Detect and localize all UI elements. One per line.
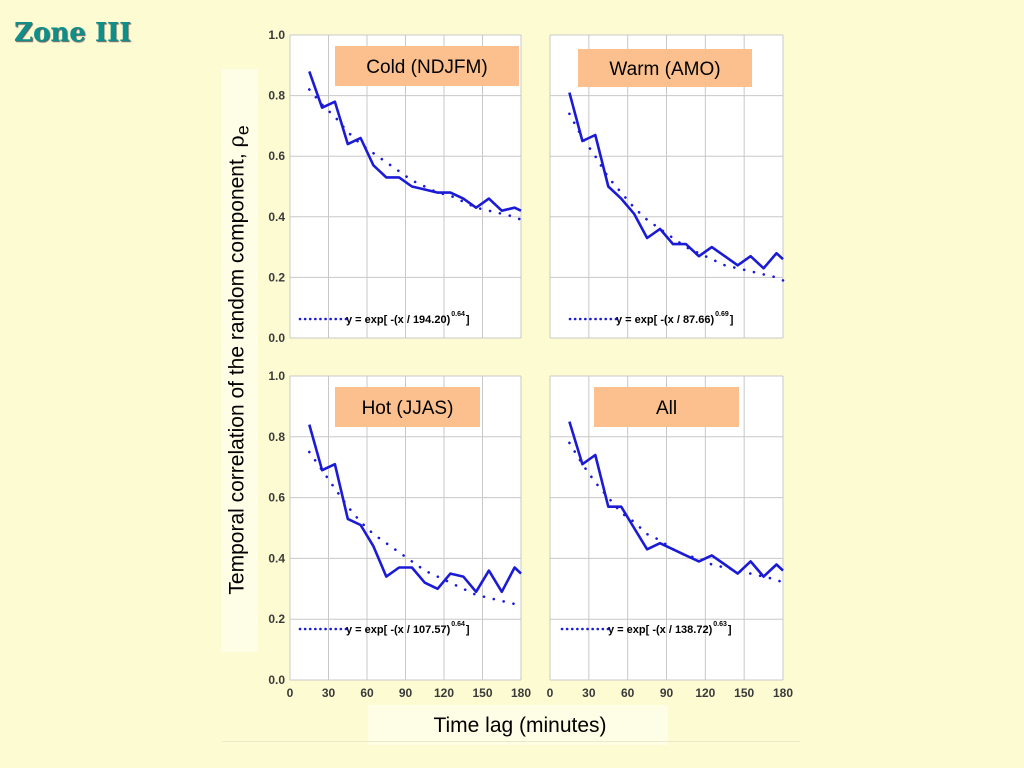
x-tick-label: 180 bbox=[511, 686, 531, 700]
panel-label: Hot (JJAS) bbox=[362, 398, 454, 419]
series-line-observed bbox=[308, 70, 522, 212]
panel-label: Warm (AMO) bbox=[609, 59, 720, 80]
series-line-observed bbox=[568, 92, 784, 270]
x-tick-label: 120 bbox=[434, 686, 454, 700]
x-tick-label: 180 bbox=[773, 686, 793, 700]
panel-label: Cold (NDJFM) bbox=[366, 57, 487, 78]
legend-exponent: 0.69 bbox=[715, 311, 729, 318]
slide-title: Zone III bbox=[14, 18, 132, 48]
y-tick-label: 0.2 bbox=[268, 612, 285, 626]
x-tick-label: 0 bbox=[547, 686, 554, 700]
legend-equation: y = exp[ -(x / 87.66) bbox=[616, 314, 714, 326]
y-tick-label: 1.0 bbox=[268, 369, 285, 383]
legend-close-bracket: ] bbox=[466, 314, 470, 326]
x-tick-label: 60 bbox=[360, 686, 374, 700]
x-tick-label: 90 bbox=[660, 686, 674, 700]
x-tick-label: 30 bbox=[582, 686, 596, 700]
panel-label-box bbox=[335, 387, 480, 427]
legend-equation: y = exp[ -(x / 194.20) bbox=[346, 314, 451, 326]
y-tick-label: 1.0 bbox=[268, 28, 285, 42]
x-axis-label: Time lag (minutes) bbox=[433, 714, 607, 737]
y-tick-label: 0.8 bbox=[268, 89, 285, 103]
legend-equation: y = exp[ -(x / 107.57) bbox=[346, 624, 451, 636]
legend-exponent: 0.63 bbox=[713, 621, 727, 628]
y-tick-label: 0.6 bbox=[268, 149, 285, 163]
series-line-fitted bbox=[568, 112, 785, 282]
x-axis-label-background bbox=[368, 705, 668, 745]
y-tick-label: 0.6 bbox=[268, 491, 285, 505]
y-axis-label-background bbox=[221, 69, 258, 652]
series-line-observed bbox=[568, 421, 784, 578]
x-tick-label: 150 bbox=[472, 686, 492, 700]
x-tick-label: 30 bbox=[322, 686, 336, 700]
series-line-fitted bbox=[307, 88, 523, 222]
legend-close-bracket: ] bbox=[730, 314, 734, 326]
x-tick-label: 0 bbox=[287, 686, 294, 700]
panel-label-box bbox=[335, 46, 519, 86]
y-tick-label: 0.0 bbox=[268, 331, 285, 345]
x-tick-label: 90 bbox=[399, 686, 413, 700]
series-line-observed bbox=[308, 424, 522, 594]
x-tick-label: 60 bbox=[621, 686, 635, 700]
legend-close-bracket: ] bbox=[728, 624, 732, 636]
y-tick-label: 0.4 bbox=[268, 210, 285, 224]
chart-panel-1: 0.0 0.2 0.4 0.6 0.8 1.0 y = exp[ -(x / 194.20)… bbox=[268, 28, 523, 345]
legend-close-bracket: ] bbox=[466, 624, 470, 636]
legend-exponent: 0.64 bbox=[451, 621, 465, 628]
y-tick-label: 0.4 bbox=[268, 551, 285, 565]
chart-panel-3: 0.0 0.2 0.4 0.6 0.8 1.0 0 30 60 90 120 150 180 y = ex… bbox=[268, 369, 531, 700]
panel-label: All bbox=[656, 398, 677, 419]
y-tick-label: 0.8 bbox=[268, 430, 285, 444]
panel-label-box bbox=[578, 49, 752, 87]
panel-label-box bbox=[594, 387, 739, 427]
chart-panel-2: y = exp[ -(x / 87.66) 0.69 ] Warm (AMO) bbox=[549, 34, 785, 339]
y-tick-label: 0.2 bbox=[268, 270, 285, 284]
footer-divider bbox=[222, 741, 800, 742]
legend-exponent: 0.64 bbox=[451, 311, 465, 318]
chart-panel-4: 0 30 60 90 120 150 180 y = exp[ -(x / 138.72) 0.… bbox=[547, 375, 793, 700]
y-tick-label: 0.0 bbox=[268, 673, 285, 687]
x-tick-label: 120 bbox=[695, 686, 715, 700]
legend-equation: y = exp[ -(x / 138.72) bbox=[608, 624, 713, 636]
x-tick-label: 150 bbox=[734, 686, 754, 700]
